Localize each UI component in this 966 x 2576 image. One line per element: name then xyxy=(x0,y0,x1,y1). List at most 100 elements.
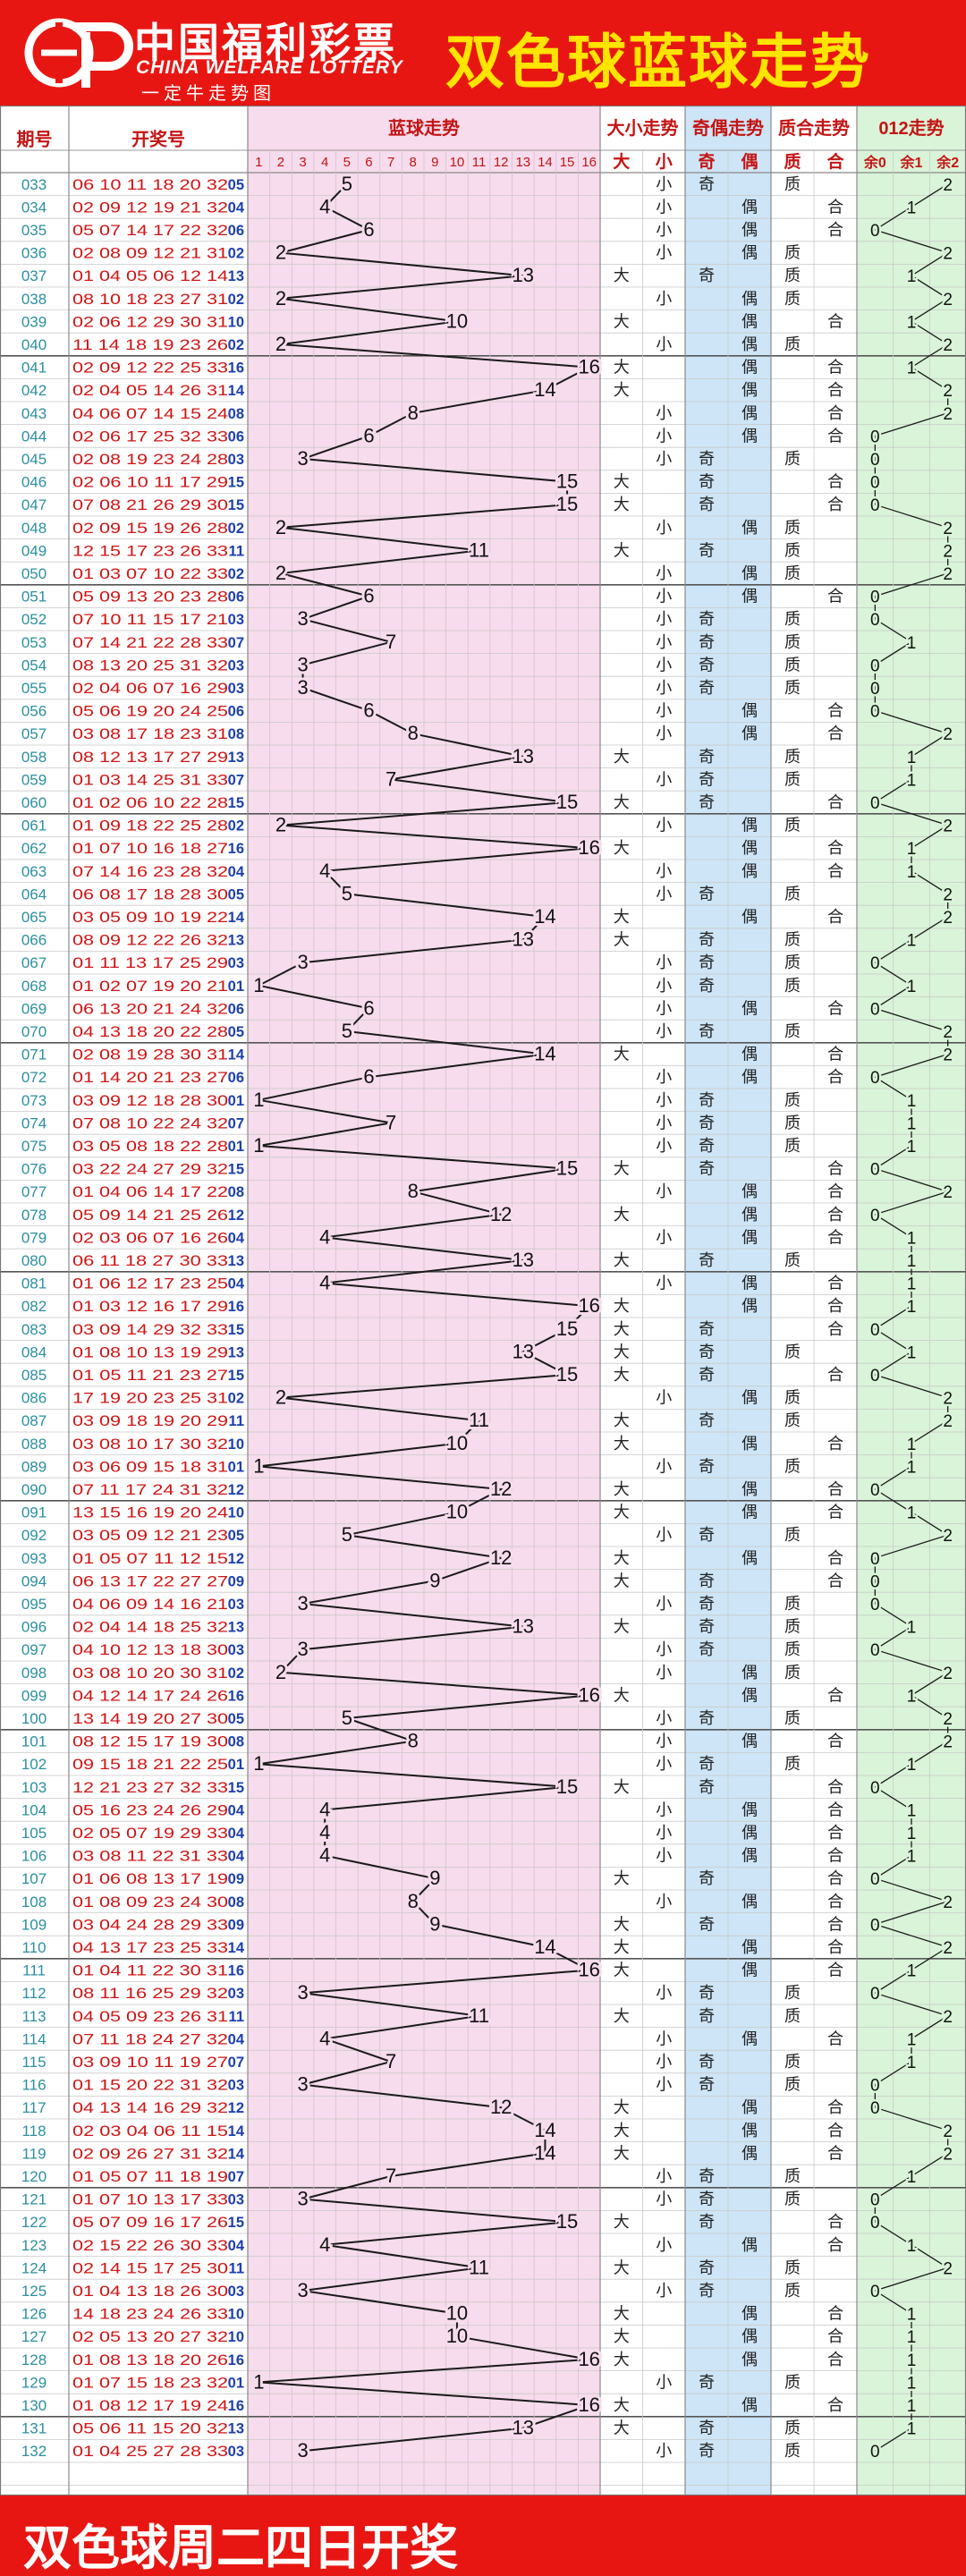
red-balls: 01 07 10 13 17 33 xyxy=(72,2192,228,2208)
blue-ball: 10 xyxy=(228,2307,244,2323)
trend-point: 3 xyxy=(297,2279,308,2301)
mod-point: 1 xyxy=(907,749,917,767)
trend-point: 15 xyxy=(556,493,578,515)
trend-point: 2 xyxy=(275,516,286,538)
prime-mark: 合 xyxy=(827,2122,843,2140)
red-balls: 02 08 19 28 30 31 xyxy=(72,1047,228,1063)
trend-point: 10 xyxy=(446,1501,468,1523)
size-mark: 小 xyxy=(656,2029,672,2047)
mod-point: 2 xyxy=(943,1939,953,1958)
mod-point: 1 xyxy=(907,1962,917,1981)
trend-point: 2 xyxy=(275,287,286,309)
parity-mark: 奇 xyxy=(699,2213,715,2231)
red-balls: 11 14 18 19 23 26 xyxy=(72,337,228,353)
red-balls: 07 10 11 15 17 21 xyxy=(72,612,228,628)
red-balls: 04 10 12 13 18 30 xyxy=(72,1642,228,1658)
mod-point: 2 xyxy=(943,176,953,195)
blue-ball: 16 xyxy=(228,1299,244,1315)
issue-number: 059 xyxy=(21,771,47,788)
issue-number: 095 xyxy=(21,1596,47,1613)
red-balls: 05 07 14 17 22 32 xyxy=(72,223,228,239)
issue-number: 130 xyxy=(21,2397,47,2414)
issue-number: 109 xyxy=(21,1916,47,1933)
size-mark: 大 xyxy=(614,267,630,284)
size-mark: 大 xyxy=(614,1938,630,1956)
trend-point: 13 xyxy=(513,2417,534,2439)
size-mark: 小 xyxy=(656,1068,672,1086)
prime-mark: 合 xyxy=(827,1824,843,1842)
prime-mark: 质 xyxy=(784,885,801,902)
blue-ball: 11 xyxy=(229,2260,244,2276)
trend-point: 4 xyxy=(319,2027,330,2049)
trend-point: 7 xyxy=(386,1111,396,1133)
red-balls: 04 13 18 20 22 28 xyxy=(72,1024,228,1040)
mod-point: 0 xyxy=(870,589,880,607)
parity-mark: 奇 xyxy=(699,2258,715,2276)
mod-point: 0 xyxy=(870,680,880,699)
trend-point: 3 xyxy=(297,447,308,470)
blue-ball: 03 xyxy=(228,681,244,697)
parity-mark: 偶 xyxy=(741,1733,758,1750)
blue-ball: 14 xyxy=(228,910,245,926)
size-mark: 大 xyxy=(614,839,630,857)
size-mark: 小 xyxy=(656,1182,672,1200)
parity-mark: 偶 xyxy=(741,2236,758,2254)
parity-mark: 奇 xyxy=(699,450,715,468)
issue-number: 045 xyxy=(21,451,47,468)
prime-mark: 合 xyxy=(827,724,843,742)
issue-number: 078 xyxy=(21,1207,47,1224)
mod-point: 1 xyxy=(907,863,917,882)
trend-point: 14 xyxy=(534,2119,555,2141)
mod-subheader: 余1 xyxy=(900,154,923,171)
mod-point: 1 xyxy=(907,2374,917,2393)
blue-ball: 14 xyxy=(228,2123,245,2140)
red-balls: 02 09 15 19 26 28 xyxy=(72,521,228,537)
trend-point: 14 xyxy=(534,905,555,928)
issue-number: 085 xyxy=(21,1367,47,1384)
red-balls: 02 03 06 07 16 26 xyxy=(72,1230,228,1246)
parity-mark: 奇 xyxy=(699,1618,715,1636)
blue-ball: 13 xyxy=(228,268,244,284)
trend-point: 2 xyxy=(275,562,286,584)
prime-mark: 合 xyxy=(827,2029,843,2047)
trend-tick-label: 2 xyxy=(277,155,284,170)
trend-point: 7 xyxy=(386,2050,396,2072)
prime-mark: 质 xyxy=(784,1755,801,1773)
parity-mark: 偶 xyxy=(741,2351,758,2368)
parity-mark: 奇 xyxy=(699,1411,715,1429)
blue-ball: 15 xyxy=(228,1162,244,1178)
red-balls: 09 15 18 21 22 25 xyxy=(72,1757,228,1773)
red-balls: 01 11 13 17 25 29 xyxy=(72,955,228,971)
trend-point: 6 xyxy=(363,1065,374,1088)
red-balls: 01 07 15 18 23 32 xyxy=(72,2375,228,2391)
blue-ball: 04 xyxy=(228,2031,245,2047)
size-mark: 小 xyxy=(656,1114,672,1131)
blue-ball: 16 xyxy=(228,1688,244,1704)
size-mark: 大 xyxy=(614,2305,630,2323)
red-balls: 02 15 22 26 30 33 xyxy=(72,2238,228,2254)
red-balls: 01 02 06 10 22 28 xyxy=(72,795,228,811)
mod-point: 0 xyxy=(870,1000,880,1019)
issue-number: 115 xyxy=(21,2054,46,2071)
size-mark: 小 xyxy=(656,1733,672,1750)
size-mark: 大 xyxy=(614,473,630,491)
issue-number: 083 xyxy=(21,1321,47,1338)
issue-number: 074 xyxy=(21,1114,47,1131)
size-mark: 小 xyxy=(656,1801,672,1818)
blue-ball: 05 xyxy=(228,177,244,193)
issue-number: 065 xyxy=(21,909,47,926)
trend-tick-label: 4 xyxy=(321,155,328,170)
size-mark: 大 xyxy=(614,1046,630,1063)
blue-ball: 03 xyxy=(228,2444,244,2460)
blue-ball: 05 xyxy=(228,1711,244,1727)
mod-point: 1 xyxy=(907,267,917,286)
parity-mark: 奇 xyxy=(699,1640,715,1658)
parity-mark: 奇 xyxy=(699,2007,715,2025)
blue-ball: 02 xyxy=(228,1391,244,1407)
size-mark: 大 xyxy=(614,1480,630,1498)
mod-point: 2 xyxy=(943,1183,953,1202)
mod-point: 1 xyxy=(907,932,917,951)
prime-mark: 质 xyxy=(784,2419,801,2437)
prime-mark: 质 xyxy=(784,679,801,697)
